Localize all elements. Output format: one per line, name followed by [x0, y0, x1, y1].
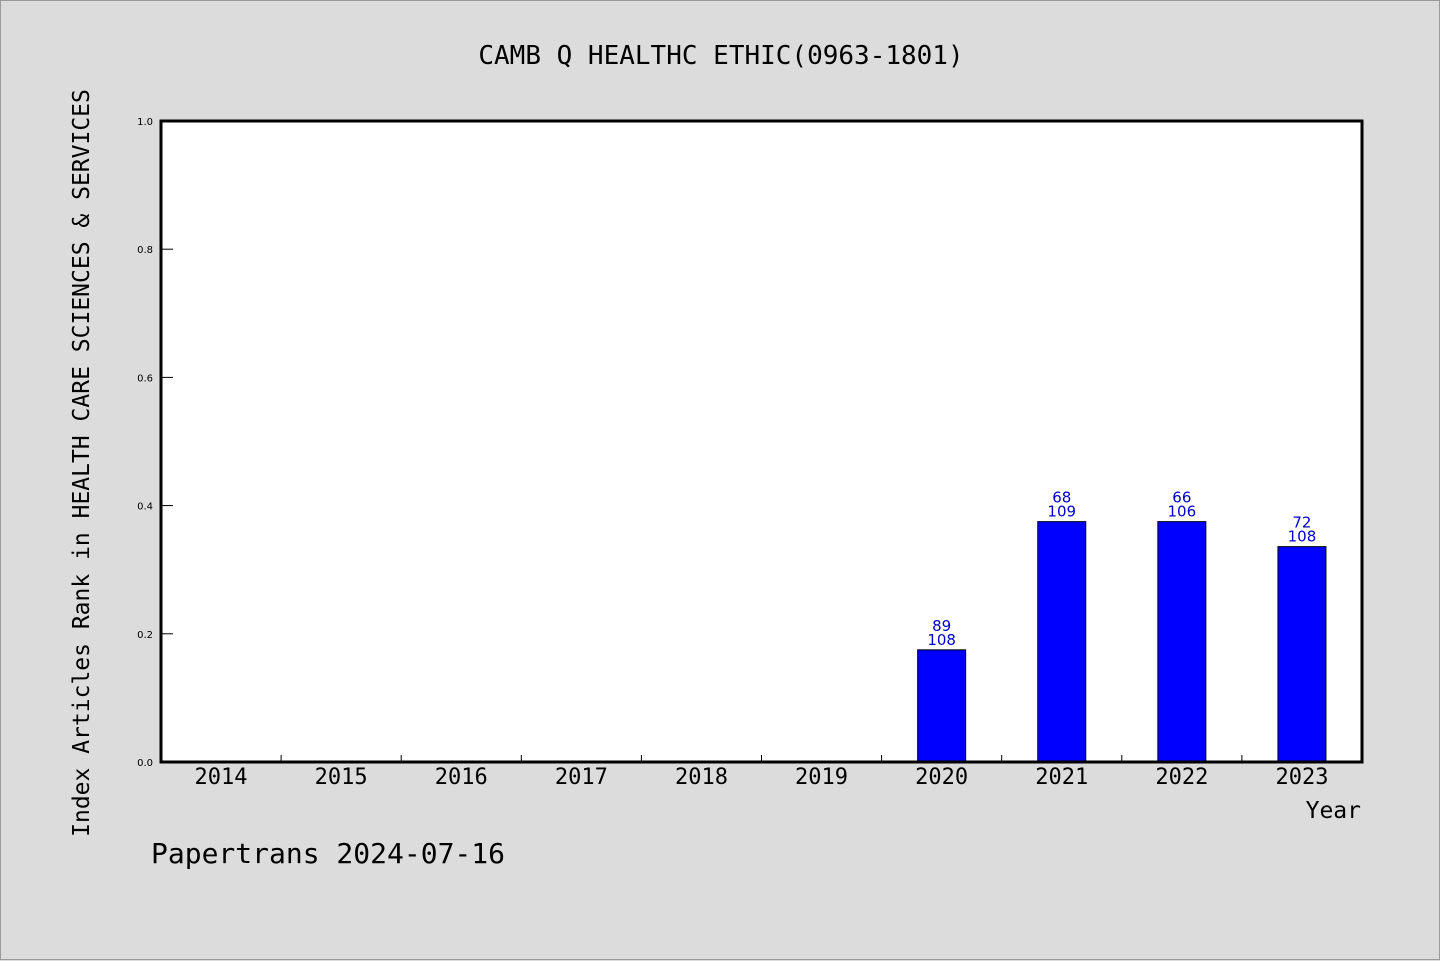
x-tick-label: 2014: [195, 765, 248, 790]
y-tick-label: 1.0: [137, 117, 153, 128]
bar-label-total: 108: [927, 631, 956, 649]
bar-2022: [1157, 521, 1207, 763]
y-tick-label: 0.0: [137, 758, 153, 769]
x-tick-label: 2021: [1035, 765, 1088, 790]
bar-2021: [1037, 521, 1087, 763]
x-tick-label: 2015: [315, 765, 368, 790]
ticks-layer: 0.0 0.2 0.4 0.6 0.8 1.0 2014 2015 2016 2017 2018 20…: [137, 117, 1328, 790]
bar-2020: [917, 649, 967, 763]
bar-label-rank: 68: [1052, 489, 1071, 507]
bar-label-rank: 72: [1292, 514, 1311, 532]
chart-title: CAMB Q HEALTHC ETHIC(0963-1801): [478, 41, 963, 71]
bar-label-rank: 66: [1172, 489, 1191, 507]
bar-label-total: 109: [1047, 503, 1076, 521]
bar-2023: [1277, 546, 1327, 763]
x-axis-label: Year: [1306, 798, 1361, 824]
x-tick-label: 2016: [435, 765, 488, 790]
x-tick-label: 2023: [1275, 765, 1328, 790]
x-tick-label: 2022: [1155, 765, 1208, 790]
x-tick-label: 2017: [555, 765, 608, 790]
x-tick-label: 2020: [915, 765, 968, 790]
footer-credit: Papertrans 2024-07-16: [151, 837, 505, 870]
y-tick-label: 0.4: [137, 502, 153, 513]
x-tick-label: 2018: [675, 765, 728, 790]
bars-layer: [917, 521, 1327, 763]
plot-border: [159, 119, 1364, 764]
y-tick-label: 0.2: [137, 630, 153, 641]
x-tick-label: 2019: [795, 765, 848, 790]
y-axis-label: Index Articles Rank in HEALTH CARE SCIEN…: [69, 89, 95, 837]
bar-label-total: 106: [1168, 503, 1197, 521]
y-tick-label: 0.6: [137, 373, 153, 384]
y-tick-label: 0.8: [137, 245, 153, 256]
bar-label-total: 108: [1288, 528, 1317, 546]
bar-label-rank: 89: [932, 617, 951, 635]
